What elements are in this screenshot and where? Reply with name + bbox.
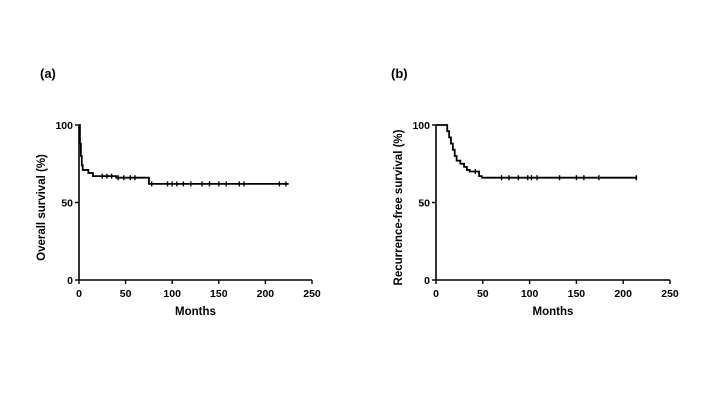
- panel-b-recurrence-free-survival: (b) 0 50 100 150 200 250 0 50 100 Months Recurrence…: [391, 66, 679, 318]
- x-tick-label: 0: [433, 288, 439, 300]
- y-tick-label: 50: [61, 198, 73, 210]
- survival-curve: [79, 124, 289, 185]
- y-axis-title: Overall survival (%): [36, 154, 48, 261]
- x-tick-label: 200: [614, 288, 632, 300]
- x-tick-label: 250: [661, 288, 679, 300]
- x-tick-label: 200: [257, 288, 275, 300]
- panel-a-overall-survival: (a) 0 50 100 150 200 250 0 50 100 Months Overall su…: [36, 66, 321, 318]
- y-tick-label: 100: [55, 120, 73, 132]
- x-tick-label: 150: [210, 288, 228, 300]
- x-axis-title: Months: [175, 306, 216, 318]
- x-axis-title: Months: [533, 306, 574, 318]
- y-tick-label: 0: [67, 275, 73, 287]
- panel-label: (b): [391, 66, 408, 81]
- y-axis-title: Recurrence-free survival (%): [393, 129, 405, 285]
- x-tick-label: 250: [303, 288, 321, 300]
- x-tick-label: 50: [477, 288, 489, 300]
- survival-curve: [436, 124, 638, 179]
- y-tick-label: 50: [418, 198, 430, 210]
- y-tick-label: 100: [412, 120, 430, 132]
- x-tick-label: 50: [120, 288, 132, 300]
- x-tick-label: 100: [163, 288, 181, 300]
- x-tick-label: 150: [568, 288, 586, 300]
- x-tick-label: 0: [76, 288, 82, 300]
- panel-label: (a): [40, 66, 56, 81]
- y-tick-label: 0: [424, 275, 430, 287]
- x-tick-label: 100: [521, 288, 539, 300]
